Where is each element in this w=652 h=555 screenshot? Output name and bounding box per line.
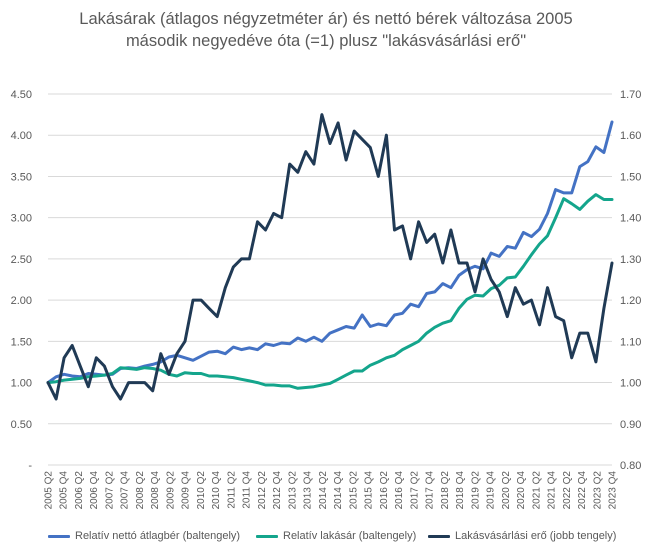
right-tick-label: 0.90 <box>620 419 641 431</box>
x-tick-label: 2005 Q2 <box>44 471 55 510</box>
x-tick-label: 2016 Q4 <box>394 471 405 510</box>
x-tick-label: 2007 Q2 <box>104 471 115 510</box>
x-tick-label: 2012 Q2 <box>257 471 268 510</box>
right-tick-label: 1.20 <box>620 295 641 307</box>
left-axis-ticks: - 0.50 1.00 1.50 2.00 2.50 3.00 3.50 4.00 4.50 <box>11 89 33 472</box>
x-tick-label: 2022 Q2 <box>562 471 573 510</box>
x-tick-label: 2012 Q4 <box>272 471 283 510</box>
x-tick-label: 2019 Q4 <box>486 471 497 510</box>
x-tick-label: 2011 Q4 <box>242 471 253 509</box>
plot-area: - 0.50 1.00 1.50 2.00 2.50 3.00 3.50 4.00 4.50 0.… <box>11 89 642 510</box>
x-tick-label: 2006 Q4 <box>89 471 100 510</box>
left-tick-label: 0.50 <box>11 419 32 431</box>
right-tick-label: 0.80 <box>620 460 641 472</box>
x-tick-label: 2015 Q4 <box>364 471 375 510</box>
x-tick-label: 2014 Q2 <box>318 471 329 510</box>
left-tick-label: 2.00 <box>11 295 32 307</box>
x-tick-label: 2008 Q2 <box>135 471 146 510</box>
left-tick-label: - <box>28 460 32 472</box>
x-tick-label: 2020 Q2 <box>501 471 512 510</box>
series-line-2 <box>46 193 614 390</box>
right-tick-label: 1.40 <box>620 213 641 225</box>
legend-swatch-price <box>256 534 278 538</box>
x-axis-ticks: 2005 Q2 2005 Q4 2006 Q2 2006 Q4 2007 Q2 2007 … <box>44 471 619 510</box>
x-tick-label: 2009 Q4 <box>181 471 192 510</box>
x-tick-label: 2014 Q4 <box>333 471 344 510</box>
right-tick-label: 1.10 <box>620 336 641 348</box>
chart-title-line-2: második negyedéve óta (=1) plusz "lakásv… <box>125 32 527 50</box>
x-tick-label: 2007 Q4 <box>120 471 131 510</box>
x-tick-label: 2010 Q4 <box>211 471 222 510</box>
right-tick-label: 1.50 <box>620 171 641 183</box>
legend-label-power: Lakásvásárlási erő (jobb tengely) <box>455 530 617 542</box>
x-tick-label: 2023 Q2 <box>592 471 603 510</box>
series-line-1 <box>46 120 614 385</box>
x-tick-label: 2018 Q2 <box>440 471 451 510</box>
right-tick-label: 1.30 <box>620 254 641 266</box>
left-tick-label: 1.00 <box>11 378 32 390</box>
x-tick-label: 2018 Q4 <box>455 471 466 510</box>
x-tick-label: 2021 Q4 <box>547 471 558 510</box>
series-line-3 <box>46 113 614 401</box>
series-lines <box>46 113 614 401</box>
x-tick-label: 2021 Q2 <box>531 471 542 510</box>
gridlines <box>48 93 612 466</box>
legend-label-wage: Relatív nettó átlagbér (baltengely) <box>75 530 241 542</box>
left-tick-label: 4.00 <box>11 130 32 142</box>
x-tick-label: 2009 Q2 <box>165 471 176 510</box>
left-tick-label: 3.00 <box>11 213 32 225</box>
left-tick-label: 2.50 <box>11 254 32 266</box>
x-tick-label: 2019 Q2 <box>470 471 481 510</box>
legend: Relatív nettó átlagbér (baltengely) Rela… <box>0 526 652 546</box>
left-tick-label: 4.50 <box>11 89 32 101</box>
x-tick-label: 2022 Q4 <box>577 471 588 510</box>
x-tick-label: 2006 Q2 <box>74 471 85 510</box>
x-tick-label: 2010 Q2 <box>196 471 207 510</box>
x-tick-label: 2013 Q2 <box>287 471 298 510</box>
legend-item-price[interactable]: Relatív lakásár (baltengely) <box>256 526 416 546</box>
legend-label-price: Relatív lakásár (baltengely) <box>283 530 417 542</box>
x-tick-label: 2017 Q2 <box>409 471 420 510</box>
right-tick-label: 1.70 <box>620 89 641 101</box>
right-tick-label: 1.60 <box>620 130 641 142</box>
chart-title-line-1: Lakásárak (átlagos négyzetméter ár) és n… <box>79 10 573 28</box>
right-tick-label: 1.00 <box>620 378 641 390</box>
x-tick-label: 2020 Q4 <box>516 471 527 510</box>
left-tick-label: 3.50 <box>11 171 32 183</box>
x-tick-label: 2016 Q2 <box>379 471 390 510</box>
x-tick-label: 2013 Q4 <box>303 471 314 510</box>
x-tick-label: 2005 Q4 <box>59 471 70 510</box>
legend-swatch-power <box>428 534 450 538</box>
legend-item-power[interactable]: Lakásvásárlási erő (jobb tengely) <box>428 526 616 546</box>
left-tick-label: 1.50 <box>11 336 32 348</box>
x-tick-label: 2015 Q2 <box>348 471 359 510</box>
x-tick-label: 2023 Q4 <box>608 471 619 510</box>
x-tick-label: 2008 Q4 <box>150 471 161 510</box>
x-tick-label: 2011 Q2 <box>226 471 237 509</box>
legend-item-wage[interactable]: Relatív nettó átlagbér (baltengely) <box>48 526 240 546</box>
x-tick-label: 2017 Q4 <box>425 471 436 510</box>
legend-swatch-wage <box>48 534 70 538</box>
right-axis-ticks: 0.80 0.90 1.00 1.10 1.20 1.30 1.40 1.50 1.60 1.70 <box>620 89 641 472</box>
